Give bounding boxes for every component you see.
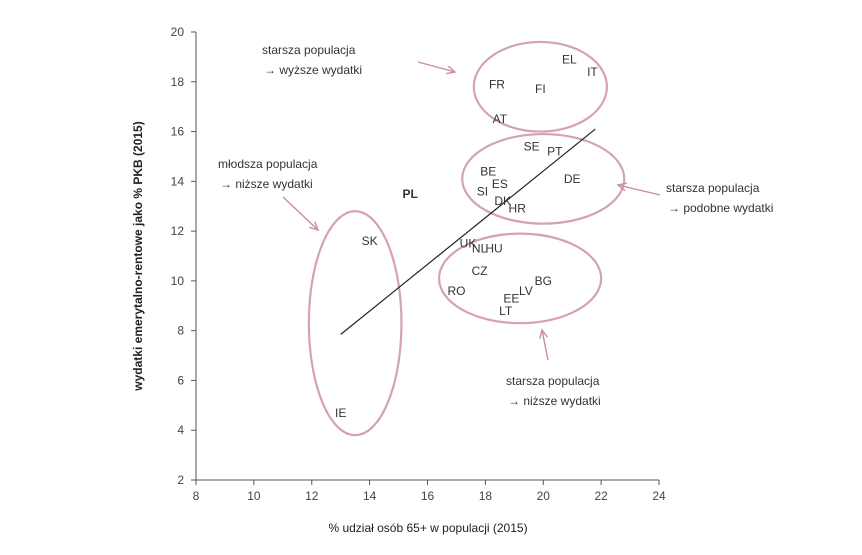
point-label-ie: IE [335, 406, 346, 420]
annotation-text: starsza populacja [666, 181, 760, 195]
annotation-text: → niższe wydatki [508, 394, 601, 408]
y-tick-label: 20 [171, 25, 185, 39]
y-tick-label: 4 [177, 423, 184, 437]
point-label-hu: HU [485, 242, 502, 256]
point-label-fi: FI [535, 82, 546, 96]
point-label-lv: LV [519, 284, 533, 298]
point-label-se: SE [524, 139, 540, 153]
y-tick-label: 2 [177, 473, 184, 487]
y-tick-label: 12 [171, 224, 185, 238]
point-label-fr: FR [489, 77, 505, 91]
annotation-arrow [417, 61, 456, 73]
point-label-it: IT [587, 65, 598, 79]
point-label-cz: CZ [472, 264, 488, 278]
annotation-text: → podobne wydatki [668, 201, 773, 215]
point-label-si: SI [477, 184, 488, 198]
y-tick-label: 6 [177, 373, 184, 387]
y-tick-label: 16 [171, 125, 185, 139]
point-label-de: DE [564, 172, 581, 186]
y-axis-label: wydatki emerytalno-rentowe jako % PKB (2… [131, 121, 145, 391]
y-tick-label: 14 [171, 174, 185, 188]
annotation-arrows [282, 61, 661, 361]
annotations: starsza populacja → wyższe wydatki młodsza… [218, 43, 773, 408]
point-label-nl: NL [472, 242, 488, 256]
group-ellipse-bottom [437, 232, 603, 325]
arrowhead-icon [539, 328, 548, 339]
group-ellipse-top [472, 40, 609, 133]
annotation-text: młodsza populacja [218, 157, 318, 171]
x-tick-label: 24 [652, 489, 666, 503]
group-ellipse-left [307, 210, 403, 437]
y-tick-label: 8 [177, 324, 184, 338]
trend-line [340, 128, 596, 335]
annotation-arrow [617, 184, 661, 196]
group-ellipse-middle [461, 132, 626, 225]
point-label-bg: BG [535, 274, 552, 288]
annotation-text: starsza populacja [506, 374, 600, 388]
arrowhead-icon [309, 221, 320, 232]
x-tick-label: 14 [363, 489, 377, 503]
point-label-uk: UK [460, 237, 477, 251]
point-label-el: EL [562, 52, 577, 66]
point-label-lt: LT [499, 304, 513, 318]
x-axis-label: % udział osób 65+ w populacji (2015) [328, 521, 527, 535]
x-tick-label: 12 [305, 489, 319, 503]
group-ellipses [307, 40, 626, 437]
annotation-arrow [541, 329, 549, 361]
x-tick-label: 16 [421, 489, 435, 503]
annotation-text: → wyższe wydatki [264, 63, 362, 77]
annotation-arrow [282, 196, 319, 231]
point-label-ee: EE [503, 291, 519, 305]
x-tick-label: 8 [193, 489, 200, 503]
y-tick-label: 18 [171, 75, 185, 89]
point-label-pl: PL [402, 187, 417, 201]
point-label-sk: SK [362, 234, 378, 248]
point-label-dk: DK [494, 194, 511, 208]
point-label-ro: RO [447, 284, 465, 298]
point-label-pt: PT [547, 144, 563, 158]
y-tick-label: 10 [171, 274, 185, 288]
arrowhead-icon [446, 65, 457, 75]
annotation-text: starsza populacja [262, 43, 356, 57]
x-tick-label: 22 [594, 489, 608, 503]
point-label-at: AT [493, 112, 508, 126]
x-tick-label: 18 [479, 489, 493, 503]
arrowhead-icon [616, 182, 627, 192]
x-tick-label: 20 [537, 489, 551, 503]
x-tick-label: 10 [247, 489, 261, 503]
point-label-hr: HR [509, 202, 527, 216]
annotation-text: → niższe wydatki [220, 177, 313, 191]
point-label-be: BE [480, 164, 496, 178]
point-label-es: ES [492, 177, 508, 191]
